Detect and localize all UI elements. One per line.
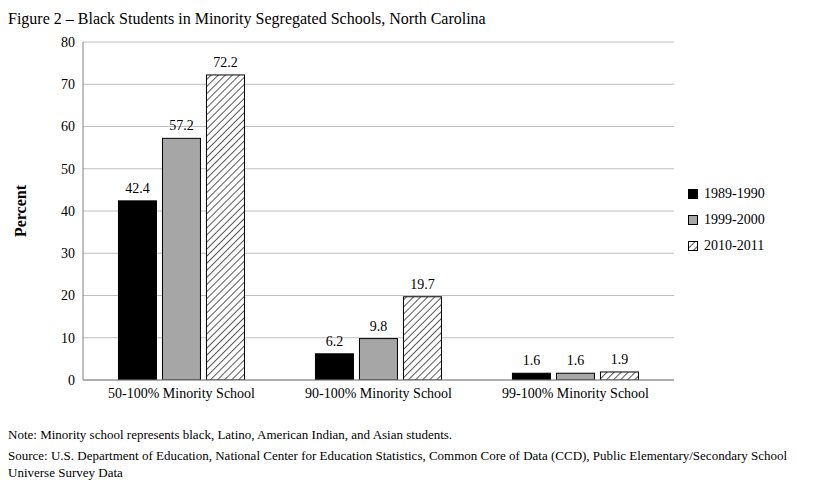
html-text:1989-1990: 1989-1990: [704, 186, 765, 201]
svg-text:90-100% Minority School: 90-100% Minority School: [305, 386, 452, 401]
svg-text:72.2: 72.2: [213, 55, 238, 70]
svg-text:20: 20: [61, 288, 75, 303]
svg-text:Percent: Percent: [12, 184, 29, 237]
html-text:Figure 2 – Black Students in M: Figure 2 – Black Students in Minority Se…: [8, 10, 486, 27]
svg-text:10: 10: [61, 331, 75, 346]
html-text:1999-2000: 1999-2000: [704, 212, 765, 227]
svg-text:1.9: 1.9: [611, 352, 629, 367]
html-text:Source: U.S. Department of Edu: Source: U.S. Department of Education, Na…: [8, 448, 788, 480]
html-text:Note: Minority school represen: Note: Minority school represents black, …: [8, 427, 453, 442]
svg-text:19.7: 19.7: [410, 277, 435, 292]
svg-text:99-100% Minority School: 99-100% Minority School: [502, 386, 649, 401]
html-text:2010-2011: 2010-2011: [704, 238, 765, 253]
svg-text:30: 30: [61, 246, 75, 261]
svg-text:1.6: 1.6: [567, 353, 585, 368]
svg-text:70: 70: [61, 77, 75, 92]
svg-text:60: 60: [61, 119, 75, 134]
svg-text:0: 0: [68, 373, 75, 388]
svg-text:9.8: 9.8: [370, 319, 388, 334]
svg-text:40: 40: [61, 204, 75, 219]
svg-text:6.2: 6.2: [326, 334, 344, 349]
svg-text:50: 50: [61, 162, 75, 177]
svg-text:42.4: 42.4: [125, 181, 150, 196]
svg-text:1.6: 1.6: [523, 353, 541, 368]
svg-text:57.2: 57.2: [169, 118, 194, 133]
svg-text:80: 80: [61, 35, 75, 50]
svg-text:50-100% Minority School: 50-100% Minority School: [108, 386, 255, 401]
